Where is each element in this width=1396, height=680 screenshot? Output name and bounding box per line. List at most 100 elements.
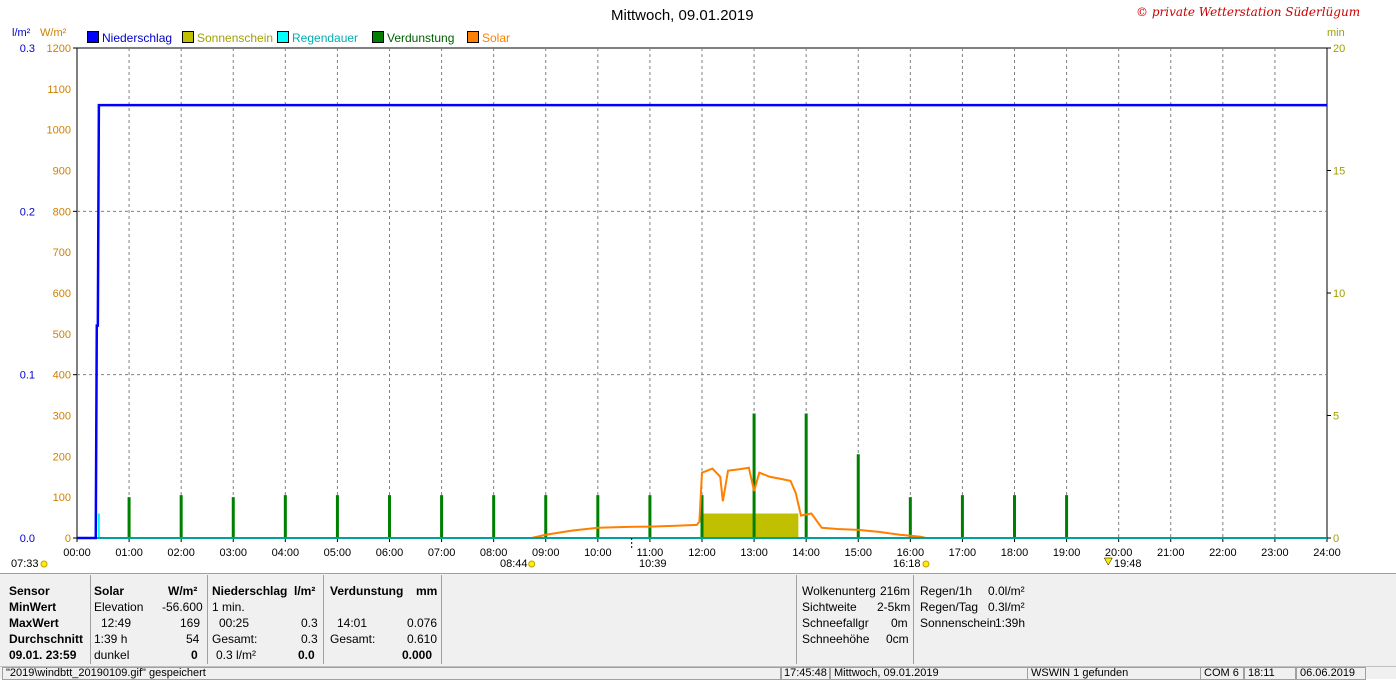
- rain-avg-label: Gesamt:: [212, 632, 258, 646]
- rain-min-label: 1 min.: [212, 600, 245, 614]
- x-tick-label: 15:00: [844, 547, 872, 559]
- x-tick-label: 09:00: [532, 547, 560, 559]
- legend-sonnenschein: Sonnenschein: [182, 31, 273, 45]
- y-solar-tick-label: 500: [53, 329, 71, 341]
- snowfall-limit-value: 0m: [891, 616, 908, 630]
- evap-avg-label: Gesamt:: [330, 632, 376, 646]
- status-today: 06.06.2019: [1296, 667, 1366, 680]
- y-solar-tick-label: 200: [53, 451, 71, 463]
- solar-unit-label: W/m²: [40, 27, 67, 39]
- x-tick-label: 13:00: [740, 547, 768, 559]
- solar-noon-label: 10:39: [639, 558, 667, 570]
- snow-depth-value: 0cm: [886, 632, 909, 646]
- statistics-panel: [0, 573, 1396, 666]
- status-file: "2019\windbtt_20190109.gif" gespeichert: [2, 667, 782, 680]
- y-solar-tick-label: 700: [53, 247, 71, 259]
- divider: [796, 575, 797, 664]
- solar-line: [531, 466, 927, 539]
- x-tick-label: 05:00: [324, 547, 352, 559]
- precipitation-line: [77, 103, 1327, 540]
- status-date: Mittwoch, 09.01.2019: [830, 667, 1028, 680]
- visibility-value: 2-5km: [877, 600, 911, 614]
- evap-unit: mm: [416, 584, 438, 598]
- x-tick-label: 24:00: [1313, 547, 1341, 559]
- solar-unit: W/m²: [168, 584, 198, 598]
- status-bar: [0, 666, 1396, 679]
- y-min-tick-label: 0: [1333, 533, 1339, 545]
- x-tick-label: 19:00: [1053, 547, 1081, 559]
- sunshine-bar: [702, 513, 799, 538]
- x-tick-label: 12:00: [688, 547, 716, 559]
- divider: [441, 575, 442, 664]
- snow-depth-label: Schneehöhe: [802, 632, 870, 646]
- x-tick-label: 21:00: [1157, 547, 1185, 559]
- chart-title: Mittwoch, 09.01.2019: [611, 7, 754, 24]
- y-solar-tick-label: 300: [53, 411, 71, 423]
- y-solar-tick-label: 100: [53, 492, 71, 504]
- legend-label: Sonnenschein: [197, 31, 274, 45]
- solar-avg-value: 54: [186, 632, 200, 646]
- y-solar-tick-label: 1000: [47, 125, 71, 137]
- evap-now-value: 0.000: [402, 648, 433, 662]
- rain-unit: l/m²: [294, 584, 316, 598]
- rain-now-value: 0.0: [298, 648, 315, 662]
- x-tick-label: 07:00: [428, 547, 456, 559]
- x-tick-label: 02:00: [167, 547, 195, 559]
- stats-avg-label: Durchschnitt: [9, 632, 84, 646]
- y-min-tick-label: 10: [1333, 288, 1345, 300]
- legend-regendauer: Regendauer: [277, 31, 358, 45]
- legend-swatch: [372, 31, 384, 43]
- solar-header: Solar: [94, 584, 125, 598]
- y-min-tick-label: 15: [1333, 166, 1345, 178]
- x-tick-label: 10:00: [584, 547, 612, 559]
- sunrise-marker: [40, 560, 48, 568]
- sunshine-label: Sonnenschein: [920, 616, 997, 630]
- evap-avg-value: 0.610: [407, 632, 438, 646]
- y-min-tick-label: 20: [1333, 43, 1345, 55]
- y-solar-tick-label: 900: [53, 166, 71, 178]
- rain-1h-label: Regen/1h: [920, 584, 973, 598]
- divider: [913, 575, 914, 664]
- legend-swatch: [182, 31, 194, 43]
- y-rain-tick-label: 0.3: [20, 43, 35, 55]
- solar-now-label: dunkel: [94, 648, 130, 662]
- cloud-base-label: Wolkenunterg: [802, 584, 876, 598]
- sunrise-label: 07:33: [11, 558, 39, 570]
- status-clock: 18:11: [1244, 667, 1296, 680]
- legend-niederschlag: Niederschlag: [87, 31, 172, 45]
- divider: [207, 575, 208, 664]
- rain-1h-value: 0.0l/m²: [988, 584, 1025, 598]
- solar-max-time: 12:49: [101, 616, 132, 630]
- status-com: COM 6: [1200, 667, 1244, 680]
- solar-max-value: 169: [180, 616, 201, 630]
- y-solar-tick-label: 1200: [47, 43, 71, 55]
- weather-chart: 00:00 01:00 02:00 03:00 04:00 05:00 06:00 07:00…: [20, 43, 1345, 568]
- rain-max-time: 00:25: [219, 616, 250, 630]
- y-min-tick-label: 5: [1333, 411, 1339, 423]
- rain-max-value: 0.3: [301, 616, 318, 630]
- x-tick-label: 00:00: [63, 547, 91, 559]
- copyright-label: © private Wetterstation Süderlügum: [1136, 5, 1361, 19]
- rain-day-value: 0.3l/m²: [988, 600, 1025, 614]
- divider: [323, 575, 324, 664]
- x-tick-label: 16:00: [897, 547, 925, 559]
- y-rain-tick-label: 0.1: [20, 370, 35, 382]
- sunshine-value: 1:39h: [995, 616, 1026, 630]
- rain-day-label: Regen/Tag: [920, 600, 979, 614]
- y-solar-tick-label: 800: [53, 206, 71, 218]
- x-tick-label: 23:00: [1261, 547, 1289, 559]
- solar-min-value: -56.600: [162, 600, 203, 614]
- y-solar-tick-label: 0: [65, 533, 71, 545]
- legend-swatch: [467, 31, 479, 43]
- legend-swatch: [277, 31, 289, 43]
- moon-marker: [1103, 557, 1113, 566]
- solar-min-label: Elevation: [94, 600, 144, 614]
- x-tick-label: 04:00: [272, 547, 300, 559]
- snowfall-limit-label: Schneefallgr: [802, 616, 869, 630]
- legend-label: Solar: [482, 31, 511, 45]
- status-time: 17:45:48: [780, 667, 830, 680]
- rain-now-label: 0.3 l/m²: [216, 648, 257, 662]
- cloud-base-value: 216m: [880, 584, 911, 598]
- legend-label: Regendauer: [292, 31, 359, 45]
- legend-label: Niederschlag: [102, 31, 173, 45]
